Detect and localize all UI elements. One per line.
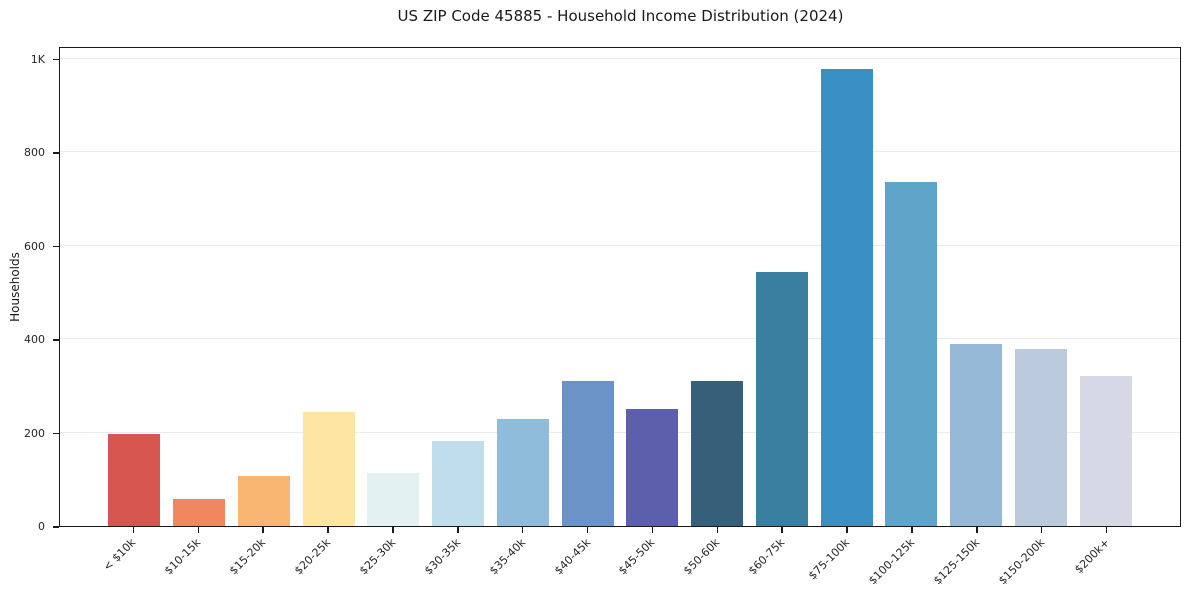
x-tick-mark	[132, 527, 135, 533]
y-tick-label: 600	[24, 239, 45, 253]
bar-$15-20k	[237, 476, 290, 526]
x-tick-mark	[1105, 527, 1108, 533]
bar-slot	[296, 48, 361, 526]
x-tick-mark	[327, 527, 329, 533]
x-tick-mark	[716, 527, 718, 533]
gridline	[60, 338, 1180, 340]
x-tick-mark	[651, 527, 654, 533]
y-tick-label: 800	[24, 146, 45, 160]
bar-slot	[491, 48, 556, 526]
gridline	[60, 57, 1180, 59]
y-tick-mark	[53, 339, 59, 341]
bar-$60-75k	[755, 271, 808, 526]
bar-$35-40k	[496, 419, 549, 526]
bar-$10-15k	[173, 499, 226, 526]
bar-slot	[685, 48, 750, 526]
bar-slot	[167, 48, 232, 526]
y-tick-mark	[53, 245, 59, 248]
bar-slot	[750, 48, 815, 526]
y-axis: 0 200 400 600 800 1K	[0, 47, 59, 533]
x-tick-mark	[457, 527, 459, 533]
y-tick-mark	[53, 432, 59, 435]
bar-$30-35k	[432, 441, 485, 526]
bar-slot	[944, 48, 1009, 526]
bar-slot	[1073, 48, 1138, 526]
bar-$200k+	[1079, 376, 1132, 526]
x-tick-mark	[262, 527, 264, 533]
y-tick-mark	[53, 152, 59, 154]
bar-slot	[555, 48, 620, 526]
y-tick-label: 400	[24, 333, 45, 347]
x-tick-mark	[197, 527, 199, 533]
y-tick-label: 0	[38, 520, 45, 533]
x-tick-mark	[392, 527, 394, 533]
x-tick-mark	[521, 527, 524, 533]
bar-< $10k	[108, 433, 161, 526]
y-tick-mark	[53, 58, 59, 61]
x-tick-mark	[1040, 527, 1043, 533]
bar-$100-125k	[885, 182, 938, 526]
gridline	[60, 431, 1180, 433]
y-tick-mark	[53, 526, 59, 528]
bar-$125-150k	[950, 343, 1003, 526]
chart-title: US ZIP Code 45885 - Household Income Dis…	[397, 7, 844, 25]
x-tick-mark	[911, 527, 913, 533]
gridline	[60, 151, 1180, 153]
bar-$25-30k	[367, 473, 420, 526]
x-tick-mark	[586, 527, 589, 533]
bar-$45-50k	[626, 409, 679, 526]
bars-layer	[60, 48, 1180, 526]
x-tick-mark	[846, 527, 848, 533]
bar-slot	[102, 48, 167, 526]
bar-slot	[620, 48, 685, 526]
bar-$40-45k	[561, 381, 614, 526]
bar-slot	[1009, 48, 1074, 526]
bar-$75-100k	[820, 68, 873, 526]
plot-area	[59, 47, 1181, 527]
bar-slot	[814, 48, 879, 526]
x-tick-mark	[976, 527, 978, 533]
bar-$150-200k	[1014, 349, 1067, 526]
bar-slot	[879, 48, 944, 526]
bar-$20-25k	[302, 411, 355, 526]
y-tick-label: 1K	[30, 52, 45, 66]
y-tick-label: 200	[24, 426, 45, 440]
gridline	[60, 244, 1180, 246]
bar-slot	[426, 48, 491, 526]
bar-slot	[232, 48, 297, 526]
bar-$50-60k	[691, 381, 744, 526]
x-axis: < $10k $10-15k $15-20k $20-25k $25-30k $30-35…	[59, 527, 1181, 590]
x-tick-mark	[781, 527, 783, 533]
x-tick-label: < $10k	[101, 536, 139, 574]
bar-slot	[361, 48, 426, 526]
